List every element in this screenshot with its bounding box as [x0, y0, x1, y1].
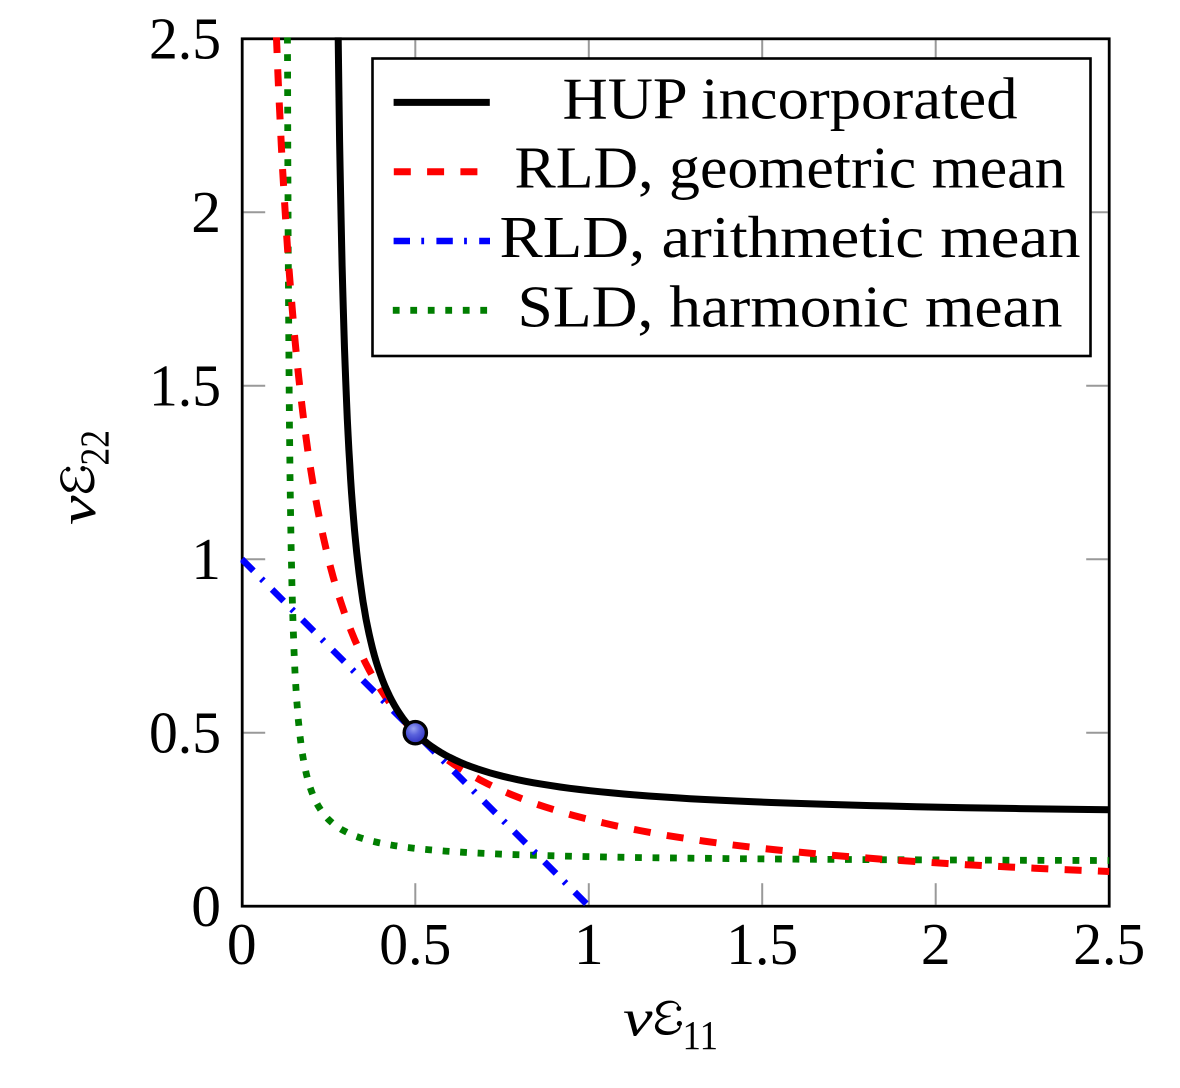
svg-text:ν: ν [50, 494, 107, 525]
svg-text:2: 2 [921, 911, 951, 977]
svg-text:0.5: 0.5 [379, 911, 451, 977]
svg-text:1: 1 [574, 911, 604, 977]
svg-text:11: 11 [683, 1012, 719, 1058]
svg-text:0: 0 [191, 873, 221, 939]
svg-text:RLD, arithmetic mean: RLD, arithmetic mean [500, 204, 1081, 270]
svg-text:2.5: 2.5 [149, 6, 221, 72]
svg-text:1: 1 [191, 526, 221, 592]
svg-text:HUP incorporated: HUP incorporated [563, 65, 1018, 131]
svg-text:1.5: 1.5 [726, 911, 798, 977]
svg-text:2: 2 [191, 179, 221, 245]
svg-text:ν: ν [623, 991, 654, 1048]
svg-text:0.5: 0.5 [149, 699, 221, 765]
svg-text:0: 0 [227, 911, 257, 977]
svg-text:RLD, geometric mean: RLD, geometric mean [515, 135, 1066, 201]
svg-text:1.5: 1.5 [149, 353, 221, 419]
svg-text:SLD, harmonic mean: SLD, harmonic mean [518, 273, 1063, 339]
svg-text:22: 22 [72, 430, 118, 466]
svg-text:2.5: 2.5 [1073, 911, 1145, 977]
